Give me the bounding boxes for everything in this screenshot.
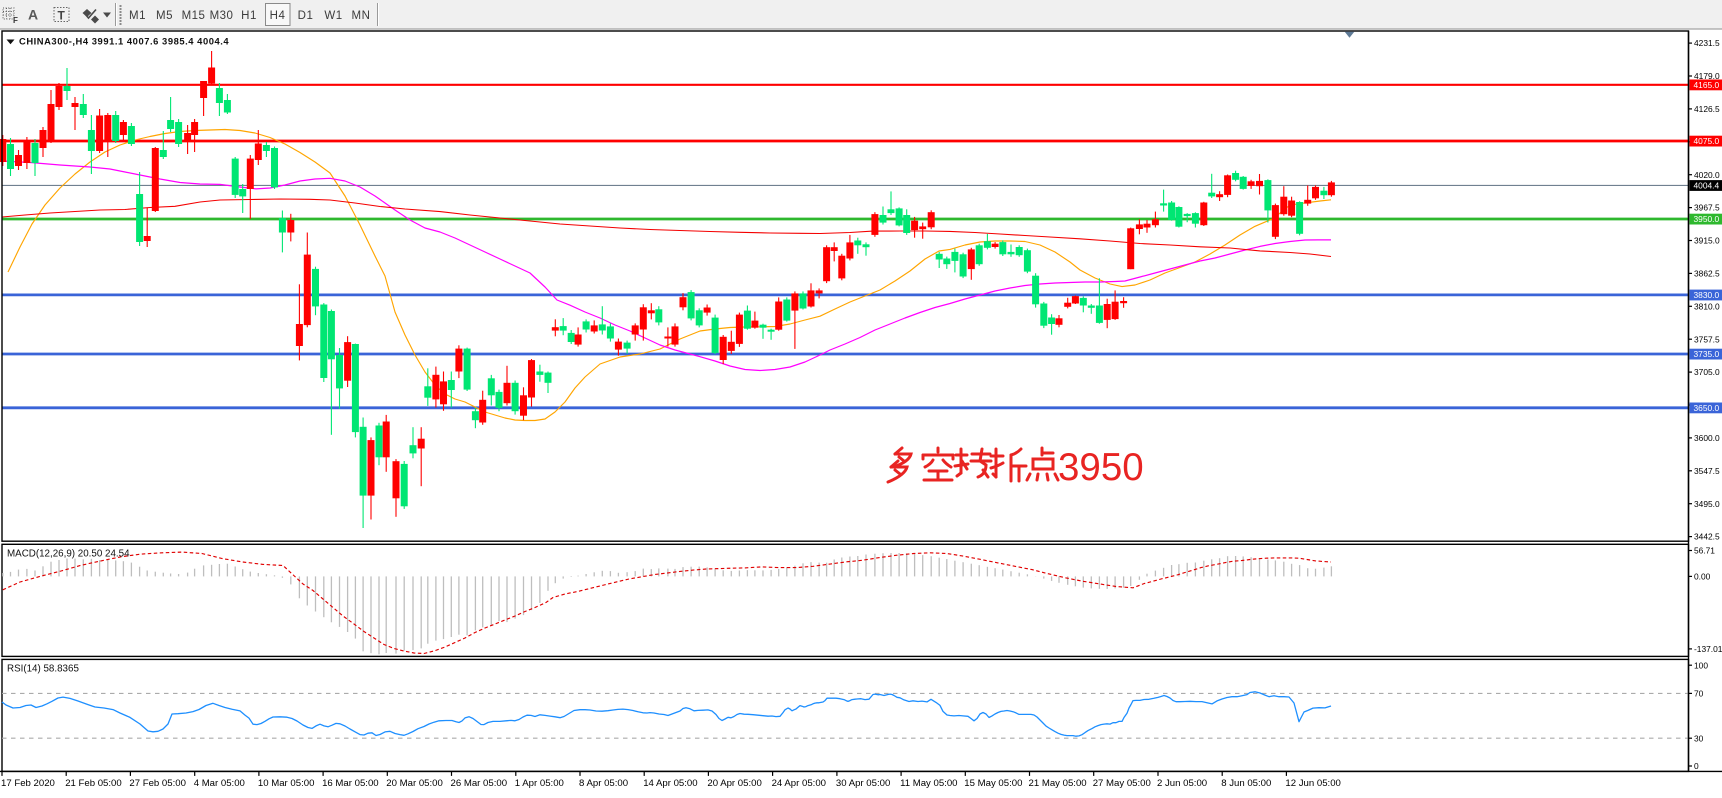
svg-text:3950.0: 3950.0: [1694, 214, 1720, 224]
svg-text:3735.0: 3735.0: [1694, 349, 1720, 359]
svg-text:3862.5: 3862.5: [1694, 269, 1720, 279]
svg-text:20 Mar 05:00: 20 Mar 05:00: [386, 778, 443, 789]
svg-text:4004.4: 4004.4: [1694, 181, 1720, 191]
svg-text:2 Jun 05:00: 2 Jun 05:00: [1157, 778, 1207, 789]
svg-text:MACD(12,26,9) 20.50 24.54: MACD(12,26,9) 20.50 24.54: [7, 549, 130, 560]
svg-text:3950: 3950: [1058, 446, 1144, 489]
svg-text:3915.0: 3915.0: [1694, 236, 1720, 246]
svg-text:56.71: 56.71: [1694, 546, 1715, 556]
svg-text:M30: M30: [210, 10, 234, 22]
svg-text:3442.5: 3442.5: [1694, 532, 1720, 542]
svg-text:27 May 05:00: 27 May 05:00: [1093, 778, 1151, 789]
svg-text:11 May 05:00: 11 May 05:00: [900, 778, 957, 789]
svg-text:F: F: [13, 16, 18, 25]
svg-text:8 Jun 05:00: 8 Jun 05:00: [1221, 778, 1271, 789]
svg-text:M15: M15: [182, 10, 206, 22]
svg-text:3495.0: 3495.0: [1694, 499, 1720, 509]
svg-text:4231.5: 4231.5: [1694, 38, 1720, 48]
svg-text:100: 100: [1694, 660, 1708, 670]
svg-text:4075.0: 4075.0: [1694, 136, 1720, 146]
svg-text:17 Feb 2020: 17 Feb 2020: [1, 778, 55, 789]
svg-text:3547.5: 3547.5: [1694, 466, 1720, 476]
svg-text:H4: H4: [270, 10, 286, 22]
svg-text:30 Apr 05:00: 30 Apr 05:00: [836, 778, 890, 789]
svg-text:14 Apr 05:00: 14 Apr 05:00: [643, 778, 697, 789]
svg-text:3830.0: 3830.0: [1694, 290, 1720, 300]
svg-text:1 Apr 05:00: 1 Apr 05:00: [515, 778, 564, 789]
svg-text:3810.0: 3810.0: [1694, 301, 1720, 311]
svg-text:0: 0: [1694, 761, 1699, 771]
svg-text:3757.5: 3757.5: [1694, 334, 1720, 344]
svg-text:H1: H1: [241, 10, 257, 22]
svg-text:3967.5: 3967.5: [1694, 203, 1720, 213]
svg-text:4 Mar 05:00: 4 Mar 05:00: [194, 778, 245, 789]
svg-text:12 Jun 05:00: 12 Jun 05:00: [1285, 778, 1340, 789]
svg-text:30: 30: [1694, 733, 1704, 743]
svg-text:MN: MN: [352, 10, 371, 22]
svg-text:4126.5: 4126.5: [1694, 104, 1720, 114]
svg-text:24 Apr 05:00: 24 Apr 05:00: [772, 778, 826, 789]
svg-text:16 Mar 05:00: 16 Mar 05:00: [322, 778, 379, 789]
svg-text:27 Feb 05:00: 27 Feb 05:00: [129, 778, 186, 789]
svg-text:10 Mar 05:00: 10 Mar 05:00: [258, 778, 315, 789]
svg-text:4020.0: 4020.0: [1694, 170, 1720, 180]
svg-text:W1: W1: [324, 10, 342, 22]
svg-text:A: A: [28, 7, 38, 23]
svg-text:3650.0: 3650.0: [1694, 403, 1720, 413]
svg-text:T: T: [58, 9, 66, 23]
svg-text:70: 70: [1694, 689, 1704, 699]
svg-text:3705.0: 3705.0: [1694, 367, 1720, 377]
svg-text:8 Apr 05:00: 8 Apr 05:00: [579, 778, 628, 789]
svg-text:15 May 05:00: 15 May 05:00: [964, 778, 1022, 789]
svg-text:26 Mar 05:00: 26 Mar 05:00: [451, 778, 508, 789]
svg-text:M1: M1: [129, 10, 146, 22]
svg-text:3600.0: 3600.0: [1694, 433, 1720, 443]
svg-text:RSI(14) 58.8365: RSI(14) 58.8365: [7, 664, 79, 675]
svg-text:4165.0: 4165.0: [1694, 80, 1720, 90]
svg-text:-137.01: -137.01: [1694, 644, 1722, 654]
svg-text:D1: D1: [298, 10, 314, 22]
svg-text:CHINA300-,H4 3991.1 4007.6 39: CHINA300-,H4 3991.1 4007.6 3985.4 4004.4: [19, 35, 229, 46]
svg-text:0.00: 0.00: [1694, 572, 1711, 582]
svg-text:20 Apr 05:00: 20 Apr 05:00: [707, 778, 761, 789]
svg-text:M5: M5: [156, 10, 173, 22]
svg-text:21 May 05:00: 21 May 05:00: [1029, 778, 1087, 789]
svg-text:21 Feb 05:00: 21 Feb 05:00: [65, 778, 122, 789]
